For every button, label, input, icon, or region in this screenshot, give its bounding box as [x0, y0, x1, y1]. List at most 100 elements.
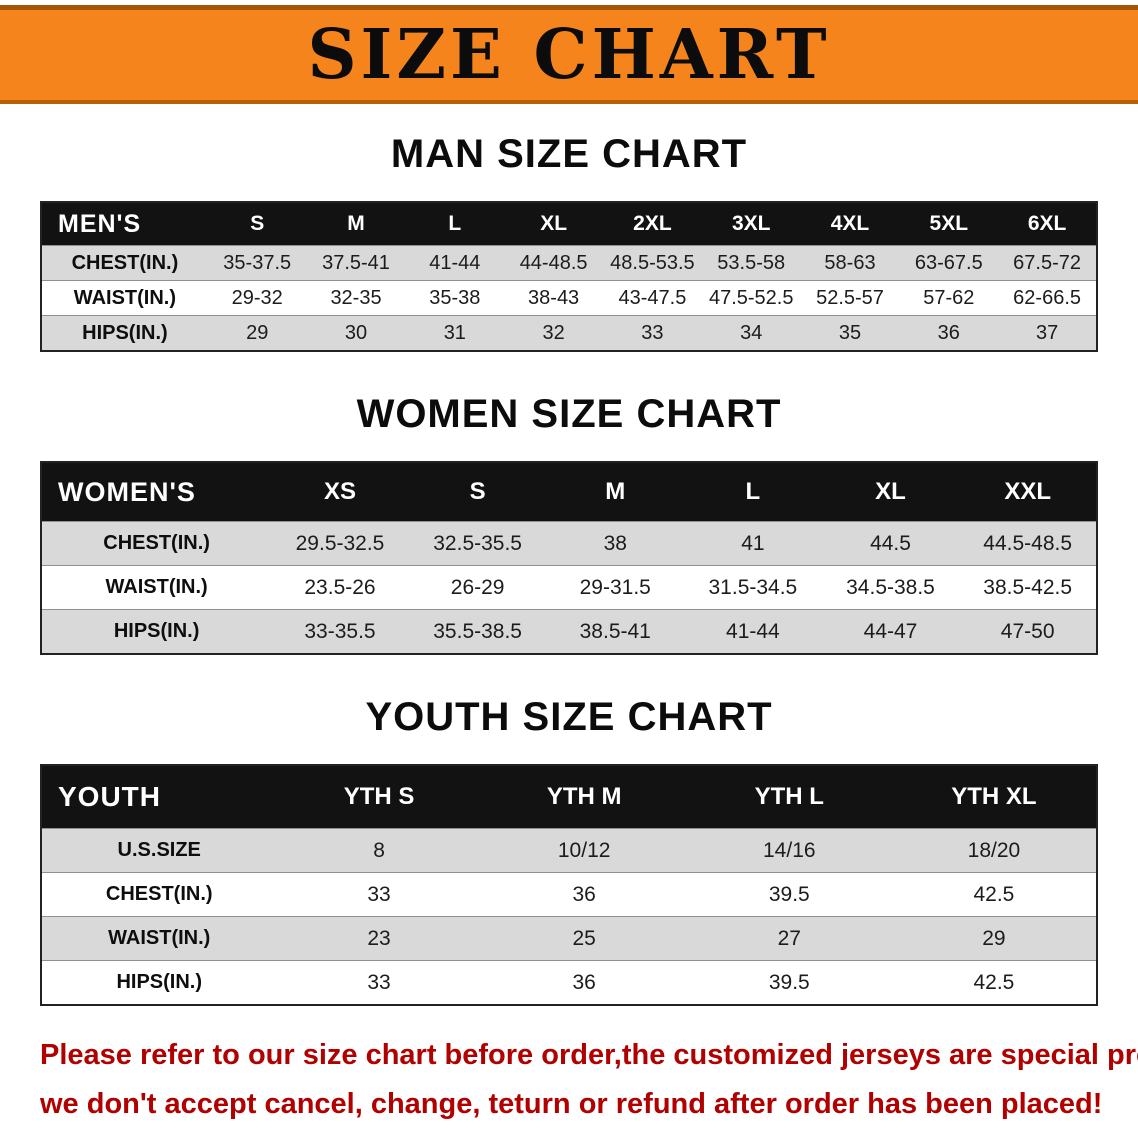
size-column-header: L [684, 462, 822, 522]
size-value: 27 [686, 916, 892, 961]
measurement-label: WAIST(IN.) [41, 280, 208, 316]
page-title: SIZE CHART [307, 15, 831, 95]
measurement-label: HIPS(IN.) [41, 609, 272, 654]
size-value: 47.5-52.5 [701, 280, 801, 316]
youth-section-heading: YOUTH SIZE CHART [365, 695, 773, 739]
size-value: 32.5-35.5 [408, 521, 547, 566]
women-section: WOMEN SIZE CHART WOMEN'S XS S M L XL XXL CHEST(… [0, 392, 1138, 655]
table-row: HIPS(IN.) 29 30 31 32 33 34 35 36 37 [41, 315, 1097, 351]
size-value: 36 [481, 960, 687, 1005]
size-value: 58-63 [800, 245, 900, 281]
size-value: 30 [306, 315, 406, 351]
size-value: 32 [504, 315, 604, 351]
measurement-label: CHEST(IN.) [41, 245, 208, 281]
size-value: 62-66.5 [998, 280, 1097, 316]
size-value: 39.5 [686, 872, 892, 917]
youth-size-table: YOUTH YTH S YTH M YTH L YTH XL U.S.SIZE 8 10/12… [40, 764, 1098, 1006]
size-value: 38-43 [504, 280, 604, 316]
table-row: CHEST(IN.) 29.5-32.5 32.5-35.5 38 41 44.5 44.5… [41, 521, 1097, 566]
size-value: 38.5-41 [546, 609, 685, 654]
size-value: 29-31.5 [546, 565, 685, 610]
table-row: HIPS(IN.) 33 36 39.5 42.5 [41, 960, 1097, 1005]
table-header-row: MEN'S S M L XL 2XL 3XL 4XL 5XL 6XL [41, 202, 1097, 246]
size-column-header: S [207, 202, 307, 246]
size-value: 23 [276, 916, 482, 961]
disclaimer: Please refer to our size chart before or… [40, 1036, 1138, 1124]
table-title-cell: YOUTH [41, 765, 277, 829]
size-value: 26-29 [408, 565, 547, 610]
size-column-header: XL [504, 202, 604, 246]
men-section-heading: MAN SIZE CHART [390, 132, 748, 176]
size-value: 29-32 [207, 280, 307, 316]
size-column-header: M [306, 202, 406, 246]
table-row: WAIST(IN.) 23 25 27 29 [41, 916, 1097, 961]
size-column-header: S [408, 462, 547, 522]
size-value: 43-47.5 [603, 280, 702, 316]
disclaimer-line-2: we don't accept cancel, change, teturn o… [40, 1088, 1103, 1121]
measurement-label: HIPS(IN.) [41, 315, 208, 351]
measurement-label: CHEST(IN.) [41, 872, 277, 917]
size-value: 33-35.5 [271, 609, 409, 654]
size-column-header: YTH S [276, 765, 482, 829]
size-column-header: XS [271, 462, 409, 522]
size-column-header: L [405, 202, 505, 246]
size-value: 23.5-26 [271, 565, 409, 610]
size-column-header: YTH XL [891, 765, 1097, 829]
size-value: 47-50 [959, 609, 1097, 654]
size-value: 57-62 [899, 280, 999, 316]
size-column-header: 5XL [899, 202, 999, 246]
measurement-label: WAIST(IN.) [41, 565, 272, 610]
size-value: 42.5 [891, 960, 1097, 1005]
size-value: 41-44 [405, 245, 505, 281]
size-value: 42.5 [891, 872, 1097, 917]
size-value: 18/20 [891, 828, 1097, 873]
table-title-cell: WOMEN'S [41, 462, 272, 522]
measurement-label: CHEST(IN.) [41, 521, 272, 566]
size-value: 34 [701, 315, 801, 351]
size-value: 35-37.5 [207, 245, 307, 281]
table-header-row: YOUTH YTH S YTH M YTH L YTH XL [41, 765, 1097, 829]
size-value: 35.5-38.5 [408, 609, 547, 654]
banner: SIZE CHART [0, 5, 1138, 104]
size-column-header: 2XL [603, 202, 702, 246]
size-value: 8 [276, 828, 482, 873]
size-value: 29 [207, 315, 307, 351]
size-value: 44-48.5 [504, 245, 604, 281]
size-column-header: 3XL [701, 202, 801, 246]
size-value: 31.5-34.5 [684, 565, 822, 610]
size-value: 34.5-38.5 [821, 565, 960, 610]
size-value: 25 [481, 916, 687, 961]
size-value: 67.5-72 [998, 245, 1097, 281]
measurement-label: HIPS(IN.) [41, 960, 277, 1005]
men-section: MAN SIZE CHART MEN'S S M L XL 2XL 3XL 4XL 5XL 6XL… [0, 132, 1138, 352]
table-header-row: WOMEN'S XS S M L XL XXL [41, 462, 1097, 522]
table-row: WAIST(IN.) 29-32 32-35 35-38 38-43 43-47.5 47.… [41, 280, 1097, 316]
size-value: 36 [481, 872, 687, 917]
table-row: CHEST(IN.) 33 36 39.5 42.5 [41, 872, 1097, 917]
size-value: 36 [899, 315, 999, 351]
size-value: 35 [800, 315, 900, 351]
women-section-heading: WOMEN SIZE CHART [356, 392, 782, 436]
size-column-header: XXL [959, 462, 1097, 522]
size-value: 32-35 [306, 280, 406, 316]
size-value: 48.5-53.5 [603, 245, 702, 281]
size-value: 37.5-41 [306, 245, 406, 281]
size-value: 38 [546, 521, 685, 566]
table-row: CHEST(IN.) 35-37.5 37.5-41 41-44 44-48.5 48.5… [41, 245, 1097, 281]
table-title-cell: MEN'S [41, 202, 208, 246]
size-value: 44.5-48.5 [959, 521, 1097, 566]
table-row: HIPS(IN.) 33-35.5 35.5-38.5 38.5-41 41-44 44-… [41, 609, 1097, 654]
women-size-table: WOMEN'S XS S M L XL XXL CHEST(IN.) 29.5-32.5 32.5… [40, 461, 1098, 655]
measurement-label: U.S.SIZE [41, 828, 277, 873]
size-value: 33 [276, 872, 482, 917]
size-value: 38.5-42.5 [959, 565, 1097, 610]
size-value: 10/12 [481, 828, 687, 873]
size-column-header: YTH L [686, 765, 892, 829]
size-value: 29 [891, 916, 1097, 961]
size-column-header: XL [821, 462, 960, 522]
size-value: 41-44 [684, 609, 822, 654]
youth-section: YOUTH SIZE CHART YOUTH YTH S YTH M YTH L YTH… [0, 695, 1138, 1006]
size-value: 31 [405, 315, 505, 351]
size-value: 63-67.5 [899, 245, 999, 281]
